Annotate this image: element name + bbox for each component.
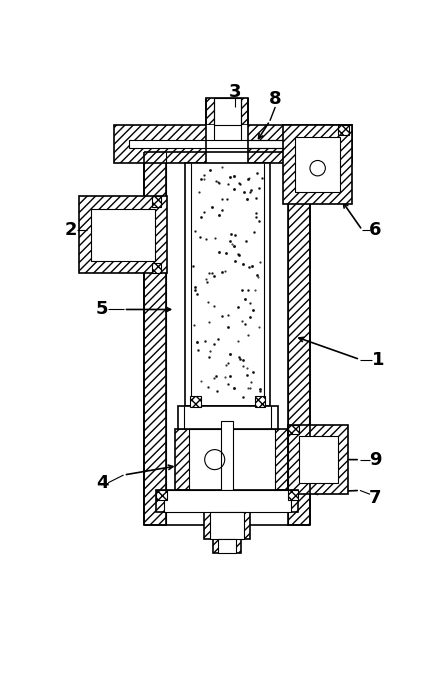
- Text: 8: 8: [269, 91, 282, 108]
- Bar: [221, 421, 233, 490]
- Bar: [288, 152, 310, 525]
- Bar: [177, 405, 278, 429]
- Bar: [210, 512, 244, 539]
- Text: 5: 5: [96, 300, 108, 318]
- Bar: [185, 163, 270, 405]
- Bar: [113, 125, 352, 163]
- Bar: [218, 539, 237, 553]
- Bar: [288, 425, 299, 434]
- Bar: [288, 425, 349, 495]
- Bar: [189, 429, 275, 490]
- Text: 2: 2: [65, 221, 78, 239]
- Text: 6: 6: [369, 221, 381, 239]
- Bar: [145, 152, 166, 525]
- Bar: [254, 397, 265, 407]
- Bar: [206, 125, 248, 163]
- Bar: [166, 152, 288, 525]
- Bar: [79, 196, 167, 273]
- Bar: [283, 125, 352, 204]
- Text: 3: 3: [229, 82, 241, 101]
- Bar: [213, 539, 241, 553]
- Bar: [164, 490, 291, 512]
- Bar: [206, 97, 248, 125]
- Bar: [156, 490, 298, 512]
- Bar: [91, 209, 155, 261]
- Bar: [152, 196, 161, 207]
- Text: 9: 9: [369, 451, 381, 469]
- Bar: [152, 263, 161, 273]
- Bar: [156, 490, 167, 499]
- Bar: [339, 125, 349, 135]
- Text: 1: 1: [371, 351, 384, 368]
- Bar: [299, 436, 338, 484]
- Text: 7: 7: [369, 489, 381, 507]
- Bar: [129, 140, 337, 147]
- Bar: [204, 512, 250, 539]
- Text: 4: 4: [96, 474, 108, 492]
- Bar: [214, 97, 240, 125]
- Bar: [190, 397, 201, 407]
- Bar: [175, 429, 288, 490]
- Bar: [288, 490, 298, 499]
- Bar: [295, 137, 340, 191]
